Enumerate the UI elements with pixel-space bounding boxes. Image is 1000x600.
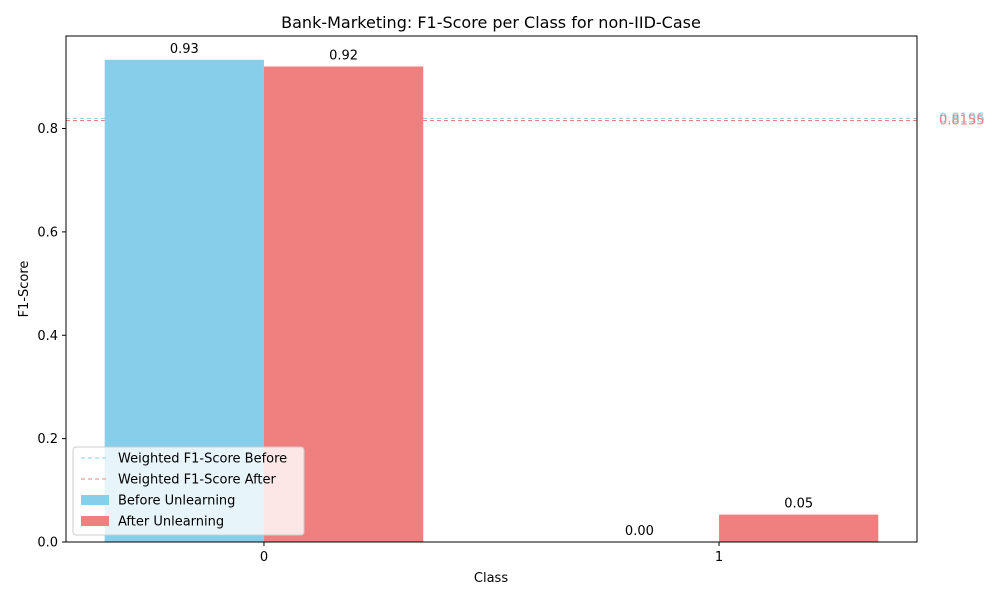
legend-patch-swatch	[81, 495, 109, 505]
y-axis-label: F1-Score	[17, 261, 32, 318]
legend: Weighted F1-Score Before Weighted F1-Scor…	[72, 446, 305, 536]
legend-label: Weighted F1-Score Before	[118, 452, 287, 467]
value-label: 0.05	[784, 497, 813, 512]
value-label: 0.00	[625, 524, 654, 539]
y-tick-label: 0.6	[37, 225, 58, 240]
value-label: 0.92	[329, 48, 358, 63]
reference-line-label: 0.8155	[939, 114, 985, 129]
y-tick-label: 0.8	[37, 122, 58, 137]
legend-label: After Unlearning	[118, 515, 224, 530]
x-tick-label: 0	[260, 550, 268, 565]
plot-frame	[65, 35, 918, 543]
legend-patch-swatch	[81, 516, 109, 526]
axes: 0.0 0.2 0.4 0.6 0.8 0 1	[37, 35, 918, 565]
x-tick-label: 1	[715, 550, 723, 565]
value-label: 0.93	[170, 42, 199, 57]
reference-line-label: 0.8196	[939, 111, 985, 126]
y-tick-label: 0.4	[37, 329, 58, 344]
legend-label: Before Unlearning	[118, 494, 235, 509]
bar-after-class-1	[719, 514, 879, 542]
y-tick-label: 0.2	[37, 432, 58, 447]
chart-title: Bank-Marketing: F1-Score per Class for n…	[281, 13, 701, 32]
y-tick-label: 0.0	[37, 536, 58, 551]
legend-box	[72, 446, 305, 536]
value-labels: 0.93 0.00 0.92 0.05	[170, 42, 813, 539]
legend-label: Weighted F1-Score After	[118, 473, 277, 488]
x-axis-label: Class	[474, 571, 508, 586]
